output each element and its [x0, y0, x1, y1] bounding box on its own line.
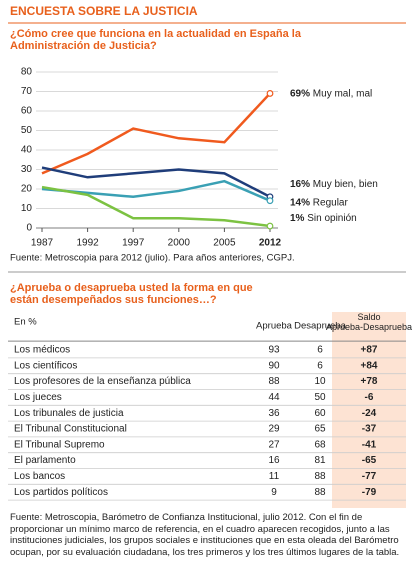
cell: 16 — [268, 455, 280, 466]
series-label: 69% Muy mal, mal — [290, 88, 372, 99]
cell: 9 — [271, 487, 277, 498]
end-point — [266, 90, 274, 97]
row-label: El Tribunal Supremo — [14, 439, 105, 450]
x-tick-label: 2012 — [259, 238, 282, 249]
end-point — [266, 222, 274, 230]
column-header: En % — [14, 317, 37, 328]
legend-label: Sin opinión — [307, 213, 356, 224]
row-label: Los bancos — [14, 471, 65, 482]
cell: +84 — [361, 360, 378, 371]
cell: 90 — [268, 360, 280, 371]
cell: 10 — [314, 376, 326, 387]
y-tick-label: 80 — [21, 67, 33, 78]
cell: 88 — [314, 471, 326, 482]
saldo-column-bg — [332, 312, 406, 508]
row-label: Los partidos políticos — [14, 487, 108, 498]
cell: -6 — [365, 392, 374, 403]
column-header-part: Aprueba-Desaprueba — [326, 322, 412, 332]
series-label: 1% Sin opinión — [290, 213, 357, 224]
series-line — [41, 92, 271, 175]
column-header: Desaprueba — [294, 321, 346, 332]
column-header: Aprueba — [256, 321, 293, 332]
chart-title: ¿Cómo cree que funciona en la actualidad… — [10, 28, 301, 52]
cell: -79 — [362, 487, 377, 498]
cell: -37 — [362, 424, 377, 435]
y-tick-label: 20 — [21, 184, 33, 195]
cell: -65 — [362, 455, 377, 466]
series-label: 16% Muy bien, bien — [290, 178, 378, 189]
cell: 81 — [314, 455, 326, 466]
y-tick-label: 60 — [21, 106, 33, 117]
y-tick-label: 40 — [21, 145, 33, 156]
table-title: ¿Aprueba o desaprueba usted la forma en … — [10, 282, 253, 306]
y-tick-label: 50 — [21, 125, 33, 136]
row-label: Los tribunales de justicia — [14, 408, 124, 419]
cell: -24 — [362, 408, 377, 419]
series-label: 14% Regular — [290, 197, 348, 208]
cell: -41 — [362, 439, 377, 450]
cell: 44 — [268, 392, 280, 403]
series-line — [41, 166, 271, 198]
value-label: 1% — [290, 213, 305, 224]
cell: 6 — [317, 345, 323, 356]
legend-label: Muy mal, mal — [313, 88, 372, 99]
cell: +78 — [361, 376, 378, 387]
footnote: Fuente: Metroscopia, Barómetro de Confia… — [10, 512, 400, 558]
cell: 93 — [268, 345, 280, 356]
cell: 68 — [314, 439, 326, 450]
row-label: Los científicos — [14, 360, 77, 371]
end-point — [266, 197, 274, 205]
cell: 27 — [268, 439, 280, 450]
row-label: El Tribunal Constitucional — [14, 424, 127, 435]
y-tick-label: 10 — [21, 203, 33, 214]
cell: -77 — [362, 471, 377, 482]
cell: 50 — [314, 392, 326, 403]
row-label: El parlamento — [14, 455, 76, 466]
cell: 29 — [268, 424, 280, 435]
page-title: ENCUESTA SOBRE LA JUSTICIA — [10, 4, 198, 18]
cell: 88 — [268, 376, 280, 387]
row-label: Los médicos — [14, 345, 70, 356]
row-label: Los profesores de la enseñanza pública — [14, 376, 191, 387]
legend-label: Regular — [313, 197, 349, 208]
x-tick-label: 1987 — [31, 238, 54, 249]
cell: 88 — [314, 487, 326, 498]
y-tick-label: 30 — [21, 164, 33, 175]
y-tick-label: 70 — [21, 86, 33, 97]
cell: +87 — [361, 345, 378, 356]
series-line — [41, 179, 271, 202]
column-header-part: Saldo — [357, 312, 380, 322]
x-tick-label: 1992 — [76, 238, 99, 249]
series-line — [41, 185, 271, 228]
cell: 6 — [317, 360, 323, 371]
value-label: 14% — [290, 197, 310, 208]
value-label: 69% — [290, 88, 310, 99]
cell: 36 — [268, 408, 280, 419]
x-tick-label: 2000 — [168, 238, 191, 249]
value-label: 16% — [290, 178, 310, 189]
x-tick-label: 1997 — [122, 238, 145, 249]
legend-label: Muy bien, bien — [313, 178, 378, 189]
y-tick-label: 0 — [26, 223, 32, 234]
column-header: Saldo Aprueba-Desaprueba — [326, 312, 412, 332]
cell: 11 — [269, 471, 280, 482]
chart-source: Fuente: Metroscopia para 2012 (julio). P… — [10, 253, 295, 264]
cell: 65 — [314, 424, 326, 435]
x-tick-label: 2005 — [213, 238, 236, 249]
cell: 60 — [314, 408, 326, 419]
row-label: Los jueces — [14, 392, 62, 403]
